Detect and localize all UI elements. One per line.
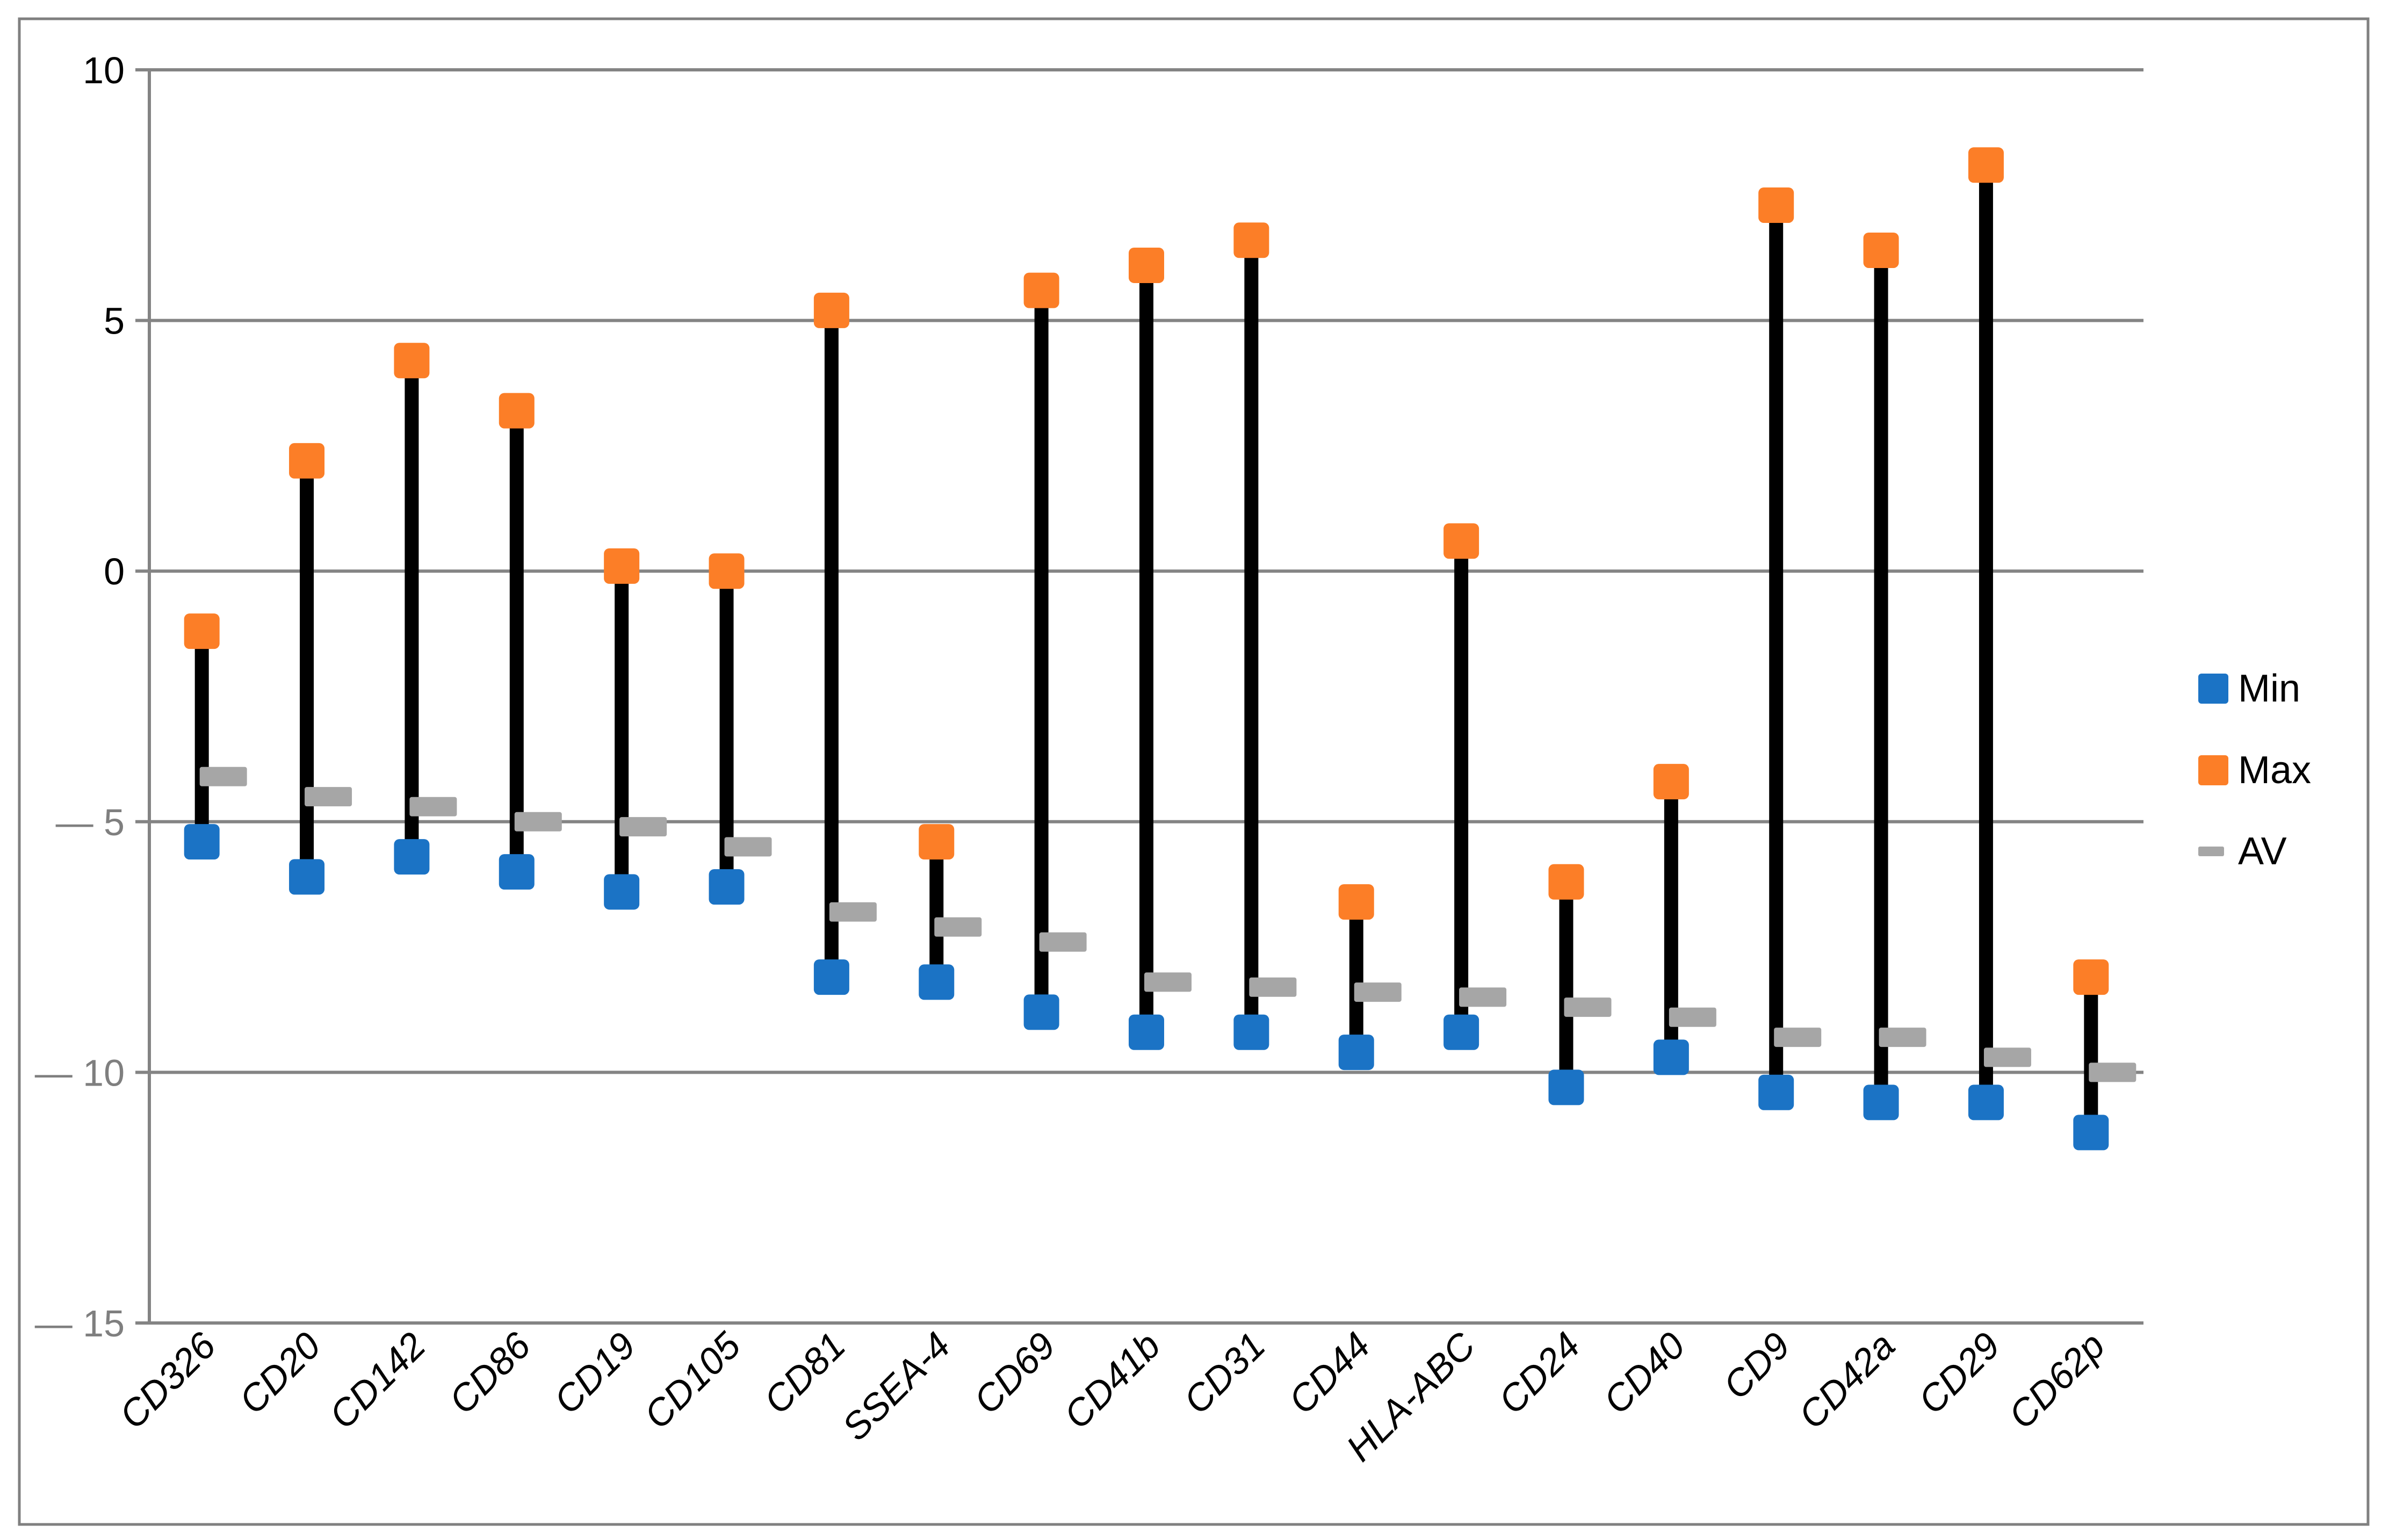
min-marker	[499, 854, 535, 890]
av-marker	[199, 767, 247, 786]
min-marker	[1968, 1084, 2004, 1120]
av-marker	[724, 837, 772, 857]
max-marker	[1233, 222, 1269, 258]
legend-item-min: Min	[2198, 668, 2300, 709]
max-swatch	[2198, 755, 2228, 785]
av-marker	[1039, 932, 1087, 952]
min-marker	[1548, 1069, 1584, 1105]
av-marker	[1354, 982, 1402, 1002]
max-marker	[1443, 523, 1479, 559]
y-tick-label: — 15	[35, 1303, 125, 1344]
av-marker	[1774, 1028, 1822, 1047]
av-swatch	[2198, 847, 2224, 856]
max-marker	[1023, 272, 1059, 308]
min-marker	[394, 839, 430, 875]
av-marker	[1669, 1007, 1716, 1027]
max-marker	[1758, 187, 1794, 223]
legend-label-av: AV	[2238, 830, 2287, 873]
av-marker	[1144, 972, 1192, 992]
max-marker	[709, 553, 745, 589]
y-tick-label: — 5	[56, 801, 125, 843]
legend: Min Max AV	[2198, 668, 2376, 894]
min-marker	[1338, 1035, 1374, 1071]
y-tick-label: 0	[104, 551, 125, 592]
av-marker	[829, 902, 877, 922]
av-marker	[1249, 977, 1297, 997]
av-marker	[1983, 1047, 2031, 1067]
max-marker	[1863, 232, 1899, 268]
min-marker	[1758, 1074, 1794, 1110]
max-marker	[289, 443, 325, 479]
max-marker	[2073, 959, 2109, 995]
min-marker	[1863, 1084, 1899, 1120]
min-marker	[1443, 1014, 1479, 1050]
figure-border	[18, 17, 2370, 1526]
max-marker	[1653, 764, 1689, 800]
min-marker	[1129, 1014, 1164, 1050]
y-tick-label: — 10	[35, 1052, 125, 1094]
legend-item-av: AV	[2198, 831, 2287, 872]
max-marker	[604, 548, 640, 584]
min-marker	[184, 824, 220, 860]
av-marker	[514, 812, 562, 832]
min-marker	[919, 964, 955, 1000]
max-marker	[1129, 247, 1164, 283]
av-marker	[1459, 987, 1507, 1007]
max-marker	[1968, 147, 2004, 183]
max-marker	[813, 292, 849, 328]
min-marker	[1023, 994, 1059, 1030]
av-marker	[409, 797, 457, 816]
min-marker	[709, 869, 745, 905]
max-marker	[1548, 864, 1584, 900]
av-marker	[934, 917, 982, 937]
min-swatch	[2198, 674, 2228, 704]
min-marker	[813, 959, 849, 995]
legend-item-max: Max	[2198, 750, 2311, 791]
max-marker	[1338, 884, 1374, 920]
max-marker	[499, 393, 535, 429]
max-marker	[184, 613, 220, 649]
min-marker	[1653, 1039, 1689, 1075]
av-marker	[1564, 997, 1612, 1017]
max-marker	[394, 343, 430, 379]
min-marker	[289, 859, 325, 895]
y-tick-label: 10	[83, 49, 125, 91]
min-marker	[1233, 1014, 1269, 1050]
av-marker	[305, 787, 352, 807]
min-marker	[604, 874, 640, 910]
av-marker	[619, 817, 667, 837]
y-tick-label: 5	[104, 300, 125, 342]
av-marker	[1879, 1028, 1926, 1047]
legend-label-max: Max	[2238, 749, 2312, 792]
legend-label-min: Min	[2238, 667, 2301, 710]
min-marker	[2073, 1115, 2109, 1151]
max-marker	[919, 824, 955, 860]
av-marker	[2089, 1062, 2136, 1082]
